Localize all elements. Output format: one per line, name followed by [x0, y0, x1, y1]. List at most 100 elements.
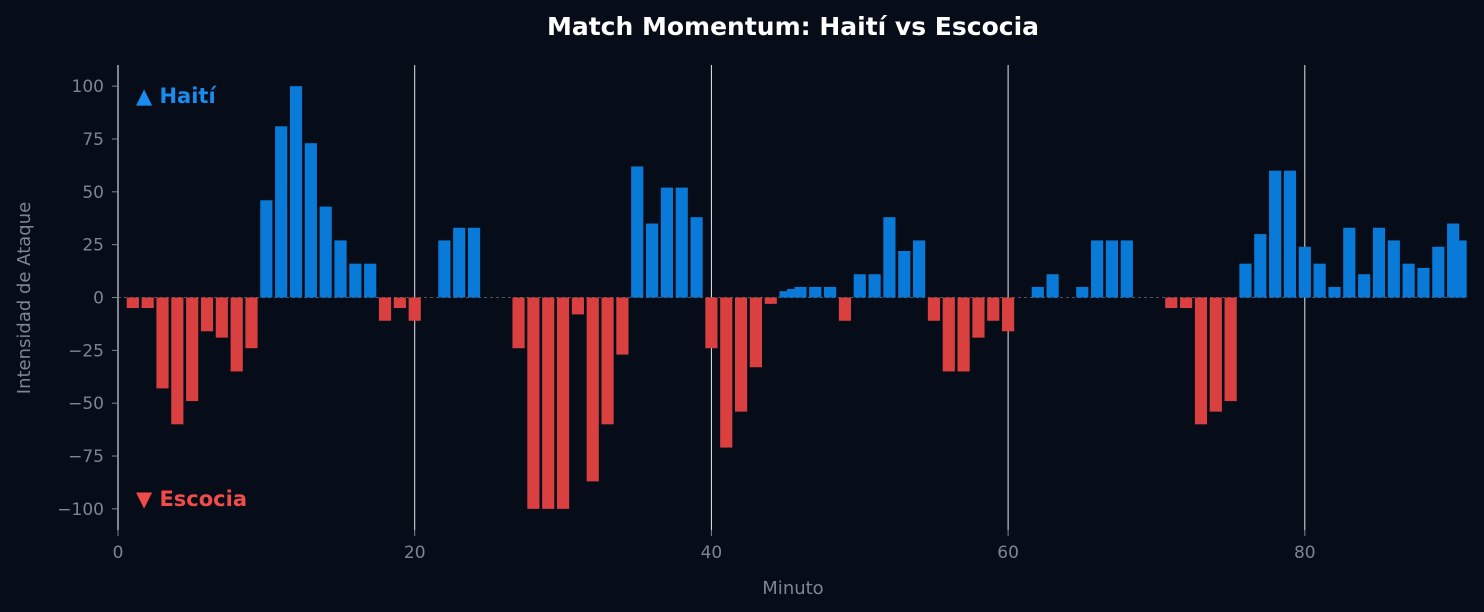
y-tick-label: −50 [68, 394, 104, 414]
y-tick-label: 75 [82, 130, 104, 150]
bar-haiti [809, 286, 822, 298]
bar-escocia [245, 297, 258, 349]
bar-haiti [1417, 267, 1430, 298]
bar-haiti [1372, 227, 1386, 298]
bar-escocia [764, 297, 777, 304]
chart-title: Match Momentum: Haití vs Escocia [547, 12, 1039, 41]
bar-haiti [1298, 246, 1311, 298]
bar-escocia [586, 297, 599, 482]
bar-haiti [1031, 286, 1044, 298]
bar-haiti [1358, 274, 1371, 298]
bar-haiti [289, 86, 303, 298]
bar-haiti [275, 126, 288, 298]
bar-haiti [1076, 286, 1089, 298]
x-tick-label: 0 [113, 543, 124, 563]
bar-haiti [794, 286, 807, 298]
bar-escocia [927, 297, 941, 321]
bar-haiti [334, 240, 347, 298]
bar-escocia [393, 297, 406, 309]
y-tick-label: 0 [93, 289, 104, 309]
bar-escocia [571, 297, 584, 315]
bar-haiti [883, 217, 896, 298]
bar-escocia [705, 297, 718, 349]
bar-escocia [1224, 297, 1237, 402]
bar-escocia [527, 297, 540, 509]
bar-escocia [734, 297, 748, 412]
x-axis-label: Minuto [762, 578, 823, 599]
bar-escocia [601, 297, 614, 425]
y-tick-label: 25 [82, 236, 104, 256]
bar-haiti [868, 274, 881, 298]
bar-escocia [720, 297, 733, 448]
bar-escocia [408, 297, 421, 321]
bar-escocia [230, 297, 243, 372]
bar-haiti [660, 187, 673, 298]
bar-haiti [1313, 263, 1326, 298]
x-tick-label: 40 [701, 543, 723, 563]
bar-haiti [631, 166, 644, 298]
bar-escocia [1165, 297, 1178, 309]
bar-haiti [786, 289, 800, 298]
bar-haiti [1328, 286, 1341, 298]
bar-haiti [1269, 170, 1282, 298]
bar-haiti [853, 274, 866, 298]
bar-escocia [838, 297, 852, 321]
bar-haiti [779, 291, 792, 298]
bar-haiti [898, 251, 911, 298]
bar-haiti [1402, 263, 1415, 298]
bar-escocia [957, 297, 970, 372]
bar-haiti [260, 200, 273, 298]
legend-home: ▲ Haití [136, 84, 217, 108]
bar-haiti [1254, 234, 1267, 298]
bar-haiti [1239, 263, 1252, 298]
y-tick-label: −100 [57, 500, 104, 520]
bar-escocia [378, 297, 392, 321]
bar-haiti [1283, 170, 1297, 298]
y-tick-label: −75 [68, 447, 104, 467]
bar-escocia [542, 297, 555, 509]
bar-haiti [1091, 240, 1104, 298]
bar-escocia [749, 297, 762, 368]
bar-haiti [824, 286, 837, 298]
bar-escocia [1194, 297, 1208, 425]
bar-escocia [215, 297, 228, 338]
bar-escocia [987, 297, 1000, 321]
bar-haiti [467, 227, 481, 298]
bar-haiti [364, 263, 377, 298]
bar-escocia [972, 297, 985, 338]
bar-escocia [616, 297, 629, 355]
bar-haiti [1432, 246, 1445, 298]
y-axis-label: Intensidad de Ataque [14, 202, 35, 394]
bar-haiti [438, 240, 451, 298]
bar-haiti [675, 187, 688, 298]
bar-escocia [942, 297, 955, 372]
y-tick-label: −25 [68, 341, 104, 361]
bar-escocia [171, 297, 184, 425]
bar-haiti [1105, 240, 1119, 298]
legend-away: ▼ Escocia [136, 487, 247, 511]
bar-escocia [186, 297, 199, 402]
bar-escocia [1002, 297, 1015, 332]
bar-haiti [1046, 274, 1059, 298]
x-tick-label: 80 [1294, 543, 1316, 563]
bar-haiti [304, 143, 317, 298]
bar-haiti [645, 223, 659, 298]
bar-haiti [349, 263, 362, 298]
bar-haiti [913, 240, 926, 298]
bar-haiti [1387, 240, 1400, 298]
bar-escocia [556, 297, 570, 509]
bar-escocia [1209, 297, 1222, 412]
bar-haiti [453, 227, 466, 298]
y-tick-label: 50 [82, 183, 104, 203]
bar-escocia [200, 297, 214, 332]
bar-escocia [512, 297, 525, 349]
y-tick-label: 100 [72, 77, 104, 97]
bar-escocia [141, 297, 154, 309]
bar-haiti [319, 206, 332, 298]
bar-haiti [1120, 240, 1133, 298]
bar-haiti [1343, 227, 1356, 298]
bar-escocia [126, 297, 139, 309]
x-tick-label: 60 [997, 543, 1019, 563]
plot-area: −100 −75 −50 −25 0 25 50 75 100 0 20 40 60 80 [57, 65, 1468, 563]
